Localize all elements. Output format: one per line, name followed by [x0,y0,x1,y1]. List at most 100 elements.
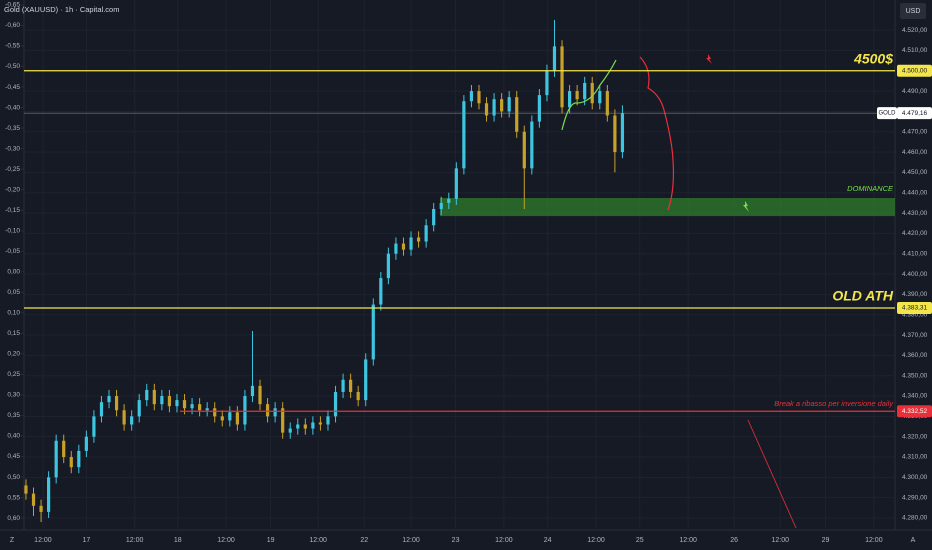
candle-body [333,391,338,417]
x-tick-label: 12:00 [126,537,144,544]
candle-body [228,412,232,421]
x-tick-label: 18 [174,537,182,544]
price-tag [897,64,932,77]
y-tick-label: 4.360,00 [902,352,928,359]
y-tick-label: 4.290,00 [902,494,928,501]
y-tick-label: 4.460,00 [902,149,928,156]
x-tick-label: 23 [452,537,460,544]
y-tick-label: 4.320,00 [902,433,928,440]
y2-tick-label: 0,35 [7,412,20,419]
y-tick-label: 4.470,00 [902,128,928,135]
candle-body [522,131,526,169]
chart-title: Gold (XAUUSD) · 1h · Capital.com [4,5,119,14]
y2-tick-label: 0,25 [7,371,20,378]
candle-body [99,402,104,417]
x-tick-label: 12:00 [495,537,513,544]
plot [24,19,895,523]
candle-body [114,396,119,411]
zone-label: DOMINANCE [847,184,894,193]
candle-body [175,400,179,407]
y2-tick-label: -0,15 [5,207,20,214]
y2-tick-label: -0,35 [5,125,20,132]
grid [24,0,895,530]
candle-body [62,440,66,458]
candle-body [258,385,262,405]
x-tick-label: 29 [822,537,830,544]
y-tick-label: 4.280,00 [902,515,928,522]
line-label: OLD ATH [832,288,894,304]
candle-body [303,424,307,429]
candle-body [92,416,96,437]
y2-tick-label: 0,40 [7,433,20,440]
y2-tick-label: -0,55 [5,43,20,50]
candle-body [182,400,187,409]
candle-body [152,389,156,405]
candle-body [137,400,141,417]
candle-body [583,82,587,100]
candle-body [605,91,609,116]
candle-body [567,91,572,108]
x-tick-label: 12:00 [309,537,327,544]
candle-body [432,208,436,226]
price-tag-label: 4.332,52 [902,408,928,415]
y2-tick-label: -0,25 [5,166,20,173]
candle-body [598,91,602,104]
candle-body [190,404,194,409]
corner-button[interactable]: A [911,537,916,544]
y2-tick-label: 0,50 [7,474,20,481]
candle-body [492,99,496,116]
candle-body [364,359,368,401]
x-tick-label: 12:00 [771,537,789,544]
candle-body [515,97,519,132]
y-tick-label: 4.390,00 [902,291,928,298]
candle-body [620,113,625,153]
y-tick-label: 4.440,00 [902,189,928,196]
x-tick-label: 12:00 [217,537,235,544]
candle-body [386,253,390,279]
candle-body [250,385,255,397]
candle-body [590,82,594,104]
candle-body [545,70,549,96]
bolt-icon [743,201,749,212]
candle-body [54,440,58,478]
candle-body [416,237,421,242]
candle-body [341,379,345,392]
x-tick-label: 26 [730,537,738,544]
line-label: 4500$ [853,50,893,66]
candle-body [235,412,239,425]
y-tick-label: 4.410,00 [902,250,928,257]
x-tick-label: 12:00 [587,537,605,544]
drawing-curve [561,59,617,131]
y-tick-label: 4.490,00 [902,88,928,95]
y2-tick-label: 0,00 [7,268,20,275]
candle-body [394,243,398,254]
y2-tick-label: -0,60 [5,22,20,29]
y-tick-label: 4.310,00 [902,454,928,461]
candle-body [507,97,511,112]
candle-body [296,424,300,429]
y2-tick-label: 0,60 [7,515,20,522]
x-tick-label: 25 [636,537,644,544]
candle-body [220,416,224,421]
price-tag [897,301,932,314]
y2-tick-label: -0,65 [5,2,20,9]
y2-tick-label: 0,30 [7,392,20,399]
candle-body [311,422,315,429]
candle-body [477,91,481,104]
y2-tick-label: 0,55 [7,494,20,501]
price-tag-label: 4.383,31 [902,305,928,312]
y-tick-label: 4.510,00 [902,47,928,54]
x-tick-label: 12:00 [679,537,697,544]
candle-body [265,404,270,417]
candle-body [469,91,474,102]
line-label: Break a ribasso per inversione daily [774,399,894,408]
symbol-tag [877,107,897,120]
corner-button[interactable]: Z [10,537,15,544]
trend-line [747,419,797,529]
y2-tick-label: 0,05 [7,289,20,296]
candle-body [575,91,579,100]
y2-tick-label: -0,40 [5,104,20,111]
price-tag-label: 4.500,00 [902,67,928,74]
candle-body [326,416,330,425]
